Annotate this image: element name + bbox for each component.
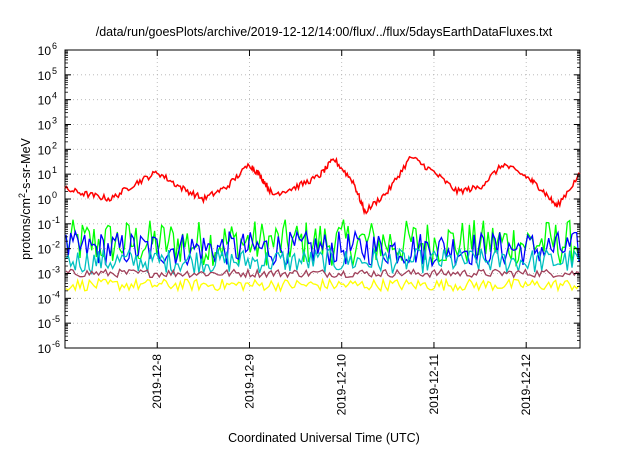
- y-tick-exponent: 1: [52, 165, 57, 175]
- y-tick-label: 10: [38, 218, 52, 232]
- y-tick-exponent: 2: [52, 140, 57, 150]
- y-tick-label: 10: [38, 168, 52, 182]
- y-tick-label: 10: [38, 342, 52, 356]
- y-tick-label: 10: [38, 143, 52, 157]
- y-tick-label: 10: [38, 317, 52, 331]
- x-tick-label: 2019-12-10: [335, 354, 349, 416]
- y-tick-exponent: -6: [52, 339, 60, 349]
- x-tick-label: 2019-12-9: [242, 354, 256, 409]
- y-axis-label: protons/cm2-s-sr-MeV: [17, 137, 33, 259]
- y-axis-label-superscript: 2: [17, 193, 27, 198]
- y-axis-label-rest: -s-sr-MeV: [19, 137, 33, 193]
- grid-lines: [65, 50, 580, 348]
- flux-series-line: [65, 229, 580, 268]
- flux-series-line: [65, 247, 580, 276]
- axis-ticks: 10 -610 -510 -410 -310 -210 -110 010 110 210 310 41…: [38, 41, 580, 415]
- y-tick-label: 10: [38, 243, 52, 257]
- x-tick-label: 2019-12-12: [519, 354, 533, 416]
- plot-frame: [64, 49, 581, 349]
- y-tick-exponent: -4: [52, 289, 60, 299]
- y-tick-label: 10: [38, 193, 52, 207]
- y-tick-exponent: 3: [52, 116, 57, 126]
- y-tick-exponent: -5: [52, 314, 60, 324]
- y-tick-exponent: -1: [52, 215, 60, 225]
- flux-series-line: [64, 155, 581, 216]
- y-tick-exponent: 6: [52, 41, 57, 51]
- flux-series-line: [65, 277, 580, 293]
- x-axis-label: Coordinated Universal Time (UTC): [228, 431, 420, 445]
- x-tick-label: 2019-12-11: [427, 354, 441, 415]
- y-tick-label: 10: [38, 292, 52, 306]
- y-tick-label: 10: [38, 69, 52, 83]
- y-tick-exponent: -3: [52, 265, 60, 275]
- y-tick-exponent: -2: [52, 240, 60, 250]
- y-tick-label: 10: [38, 44, 52, 58]
- y-tick-label: 10: [38, 94, 52, 108]
- y-tick-exponent: 0: [52, 190, 57, 200]
- chart-title: /data/run/goesPlots/archive/2019-12-12/1…: [96, 25, 553, 39]
- flux-series-line: [65, 267, 580, 279]
- y-tick-exponent: 5: [52, 66, 57, 76]
- y-tick-exponent: 4: [52, 91, 57, 101]
- y-tick-label: 10: [38, 119, 52, 133]
- series-layer: [64, 155, 581, 293]
- y-axis-label-main: protons/cm: [19, 198, 33, 260]
- x-tick-label: 2019-12-8: [150, 354, 164, 409]
- y-tick-label: 10: [38, 268, 52, 282]
